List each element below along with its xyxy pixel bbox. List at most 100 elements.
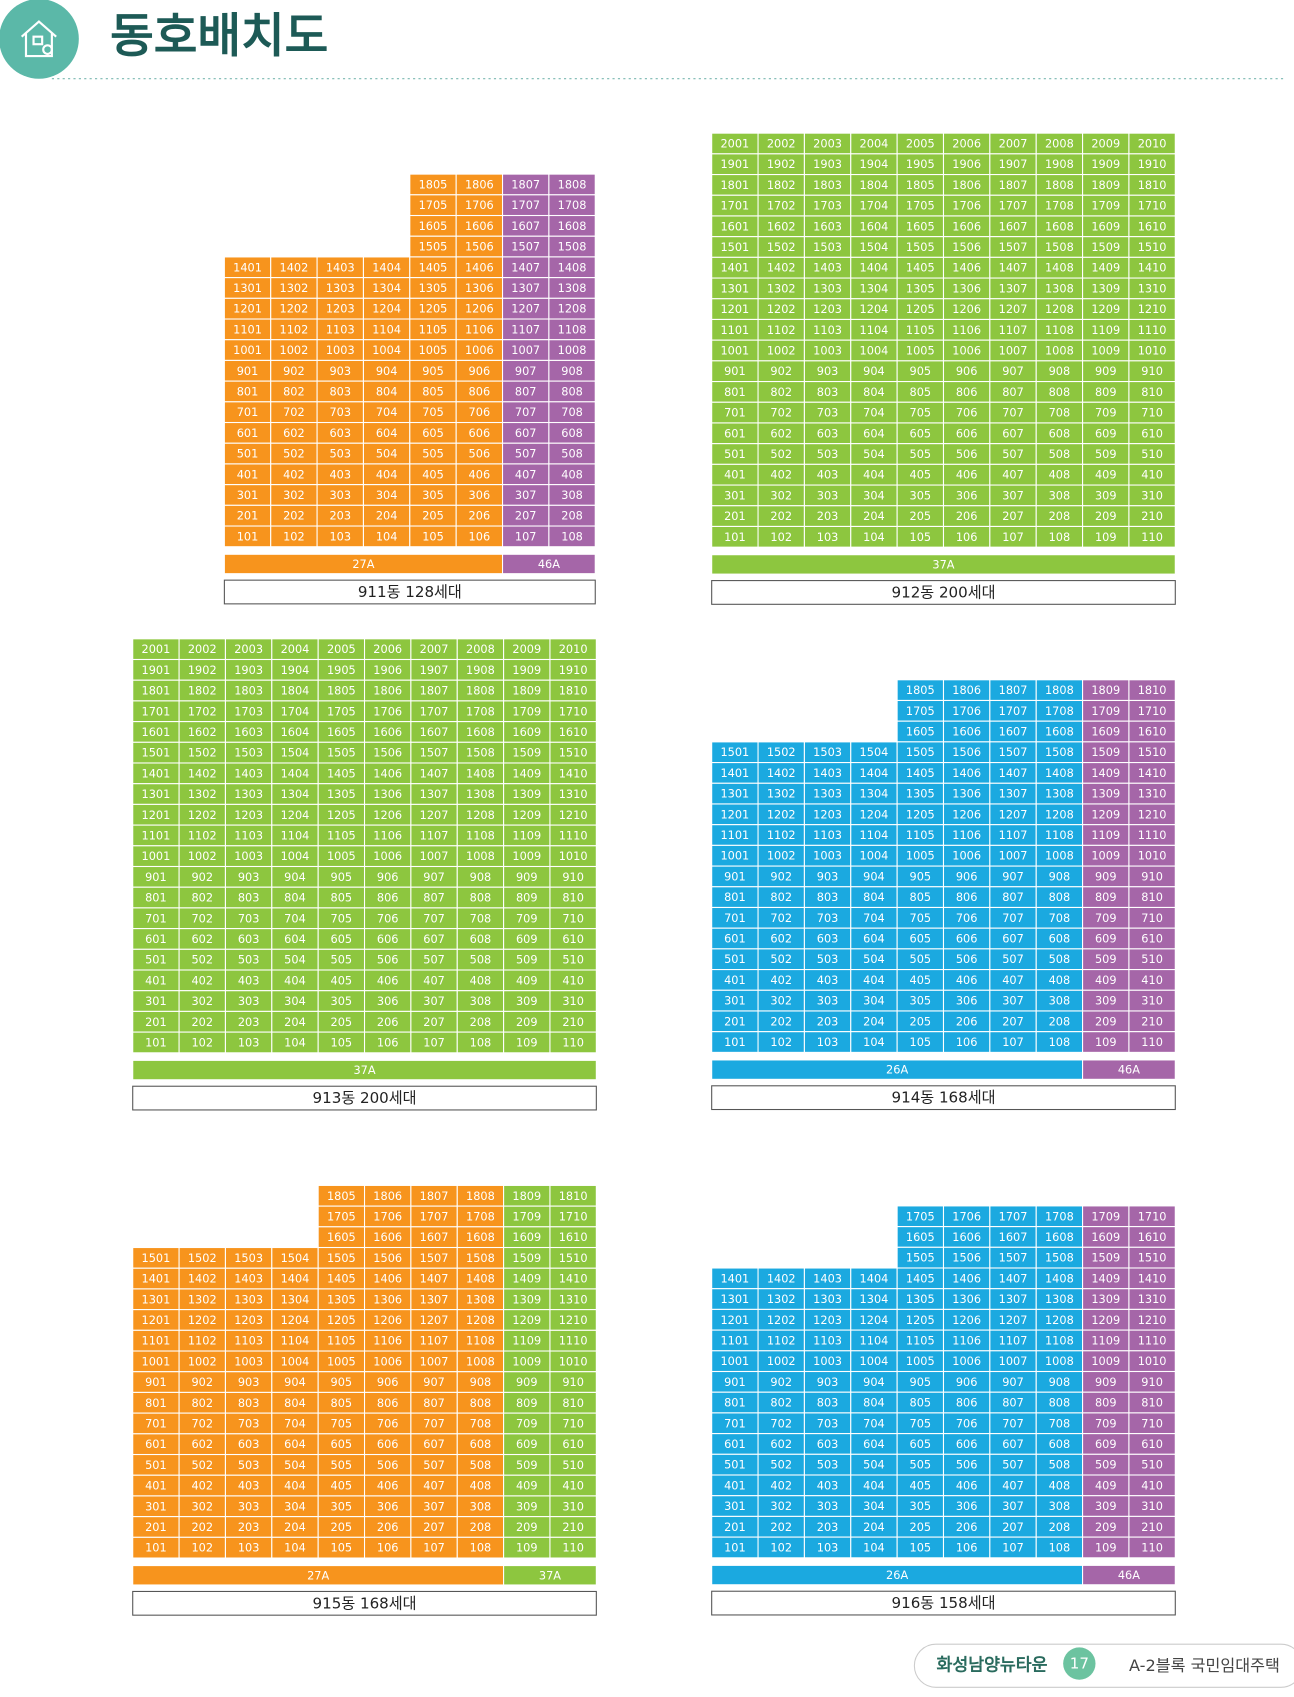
unit-number: 610	[1141, 932, 1163, 946]
unit-number: 204	[863, 1520, 885, 1534]
unit-number: 1104	[860, 1333, 889, 1347]
unit-number: 1009	[1091, 849, 1120, 863]
unit-number: 302	[770, 994, 792, 1008]
unit-number: 508	[1049, 447, 1071, 461]
unit-number: 607	[1002, 932, 1024, 946]
unit-number: 1301	[720, 1292, 749, 1306]
unit-number: 1201	[142, 808, 171, 822]
unit-number: 1410	[1138, 766, 1167, 780]
unit-number: 1208	[466, 1313, 495, 1327]
unit-number: 305	[910, 994, 932, 1008]
type-bar	[711, 554, 1176, 575]
unit-number: 402	[283, 467, 305, 481]
unit-number: 1002	[280, 343, 309, 357]
unit-number: 309	[516, 994, 538, 1008]
unit-number: 801	[237, 384, 259, 398]
unit-number: 1203	[813, 302, 842, 316]
unit-number: 801	[145, 1396, 167, 1410]
unit-number: 210	[1141, 1520, 1163, 1534]
unit-number: 704	[284, 1416, 306, 1430]
unit-number: 209	[1095, 1014, 1117, 1028]
unit-number: 1609	[512, 1230, 541, 1244]
unit-number: 1009	[512, 1354, 541, 1368]
unit-number: 1405	[906, 261, 935, 275]
type-label: 27A	[352, 557, 374, 571]
unit-number: 1703	[813, 199, 842, 213]
unit-number: 504	[863, 447, 885, 461]
unit-number: 302	[191, 1499, 213, 1513]
unit-number: 1202	[767, 1313, 796, 1327]
unit-number: 1307	[511, 281, 540, 295]
unit-number: 907	[515, 364, 537, 378]
unit-number: 1706	[952, 1209, 981, 1223]
unit-number: 1307	[999, 281, 1028, 295]
unit-number: 908	[1049, 364, 1071, 378]
unit-number: 1302	[188, 787, 217, 801]
unit-number: 706	[377, 1416, 399, 1430]
type-label: 26A	[886, 1063, 908, 1077]
unit-number: 110	[1141, 1540, 1163, 1554]
unit-number: 1306	[952, 1292, 981, 1306]
unit-number: 1309	[512, 1292, 541, 1306]
unit-number: 1505	[327, 1251, 356, 1265]
unit-number: 503	[817, 447, 839, 461]
unit-number: 1109	[1091, 323, 1120, 337]
unit-number: 1103	[234, 828, 263, 842]
unit-number: 603	[817, 1437, 839, 1451]
unit-number: 1402	[280, 260, 309, 274]
unit-number: 409	[516, 1479, 538, 1493]
unit-number: 1608	[466, 1230, 495, 1244]
unit-number: 102	[770, 1035, 792, 1049]
unit-number: 1607	[999, 725, 1028, 739]
unit-number: 1207	[511, 302, 540, 316]
unit-number: 1507	[420, 1251, 449, 1265]
unit-number: 705	[422, 405, 444, 419]
unit-number: 1401	[233, 260, 262, 274]
unit-number: 1708	[558, 198, 587, 212]
unit-number: 403	[329, 467, 351, 481]
unit-number: 1610	[1138, 725, 1167, 739]
unit-number: 403	[238, 1479, 260, 1493]
unit-number: 108	[561, 529, 583, 543]
unit-number: 909	[516, 870, 538, 884]
unit-number: 1707	[420, 704, 449, 718]
unit-number: 707	[1002, 911, 1024, 925]
unit-number: 1502	[767, 745, 796, 759]
unit-number: 1207	[420, 808, 449, 822]
unit-number: 1704	[860, 199, 889, 213]
unit-number: 1302	[188, 1292, 217, 1306]
unit-number: 1101	[720, 1333, 749, 1347]
unit-number: 1608	[1045, 1230, 1074, 1244]
unit-number: 1110	[1138, 323, 1167, 337]
unit-number: 901	[724, 1375, 746, 1389]
unit-number: 806	[956, 1396, 978, 1410]
unit-number: 910	[1141, 1375, 1163, 1389]
unit-number: 705	[331, 1416, 353, 1430]
unit-number: 1605	[906, 725, 935, 739]
unit-number: 1708	[466, 704, 495, 718]
unit-number: 1308	[1045, 281, 1074, 295]
unit-number: 1106	[373, 828, 402, 842]
unit-number: 1506	[373, 746, 402, 760]
unit-number: 1401	[142, 766, 171, 780]
unit-number: 1709	[512, 1209, 541, 1223]
unit-number: 201	[724, 509, 746, 523]
unit-number: 1409	[1091, 766, 1120, 780]
unit-number: 1104	[281, 828, 310, 842]
unit-number: 1404	[281, 1272, 310, 1286]
unit-number: 705	[331, 911, 353, 925]
unit-number: 907	[423, 870, 445, 884]
unit-number: 102	[191, 1035, 213, 1049]
unit-number: 701	[145, 1416, 167, 1430]
unit-number: 1207	[420, 1313, 449, 1327]
unit-number: 407	[1002, 468, 1024, 482]
unit-number: 1306	[952, 787, 981, 801]
unit-number: 206	[956, 509, 978, 523]
unit-number: 1305	[419, 281, 448, 295]
unit-number: 1208	[1045, 302, 1074, 316]
unit-number: 1403	[813, 261, 842, 275]
unit-number: 1207	[999, 807, 1028, 821]
unit-number: 510	[1141, 1458, 1163, 1472]
unit-number: 1401	[720, 261, 749, 275]
